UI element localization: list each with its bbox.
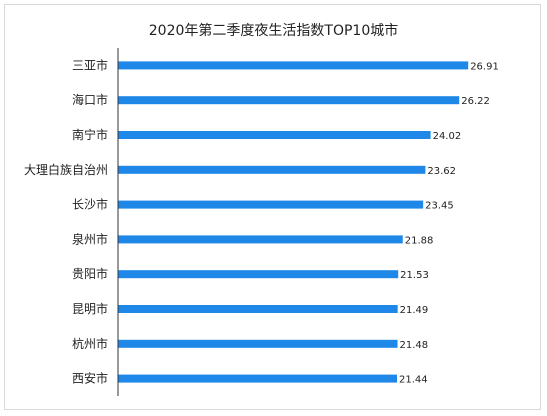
category-label-9: 西安市 <box>72 371 108 386</box>
category-label-3: 大理白族自治州 <box>24 162 108 177</box>
value-label-2: 24.02 <box>433 131 462 142</box>
category-label-6: 贵阳市 <box>72 266 108 281</box>
value-label-8: 21.48 <box>400 340 429 351</box>
bar-8 <box>118 339 398 348</box>
bars-group <box>118 61 469 383</box>
bar-2 <box>118 131 431 139</box>
chart-title: 2020年第二季度夜生活指数TOP10城市 <box>148 23 399 39</box>
bar-1 <box>118 96 460 105</box>
category-label-2: 南宁市 <box>72 127 108 142</box>
category-label-4: 长沙市 <box>72 197 108 212</box>
bar-6 <box>118 270 399 279</box>
bar-0 <box>118 61 469 70</box>
category-label-1: 海口市 <box>72 92 108 107</box>
category-label-5: 泉州市 <box>72 231 108 246</box>
value-label-1: 26.22 <box>461 96 490 107</box>
value-label-6: 21.53 <box>400 270 429 281</box>
value-label-3: 23.62 <box>427 166 456 177</box>
bar-3 <box>118 165 426 174</box>
labels-group: 三亚市 26.91 海口市 26.22 南宁市 24.02 大理白族自治州 23.62 长沙市 2… <box>24 57 499 385</box>
value-label-7: 21.49 <box>400 305 429 316</box>
bar-7 <box>118 305 398 313</box>
category-label-7: 昆明市 <box>72 301 108 316</box>
value-label-4: 23.45 <box>425 201 454 212</box>
value-label-9: 21.44 <box>399 375 428 386</box>
value-label-5: 21.88 <box>405 235 434 246</box>
category-label-8: 杭州市 <box>72 336 108 351</box>
bar-9 <box>118 374 398 383</box>
category-label-0: 三亚市 <box>72 57 108 72</box>
bar-4 <box>118 200 424 209</box>
bar-5 <box>118 235 403 244</box>
value-label-0: 26.91 <box>470 61 499 72</box>
